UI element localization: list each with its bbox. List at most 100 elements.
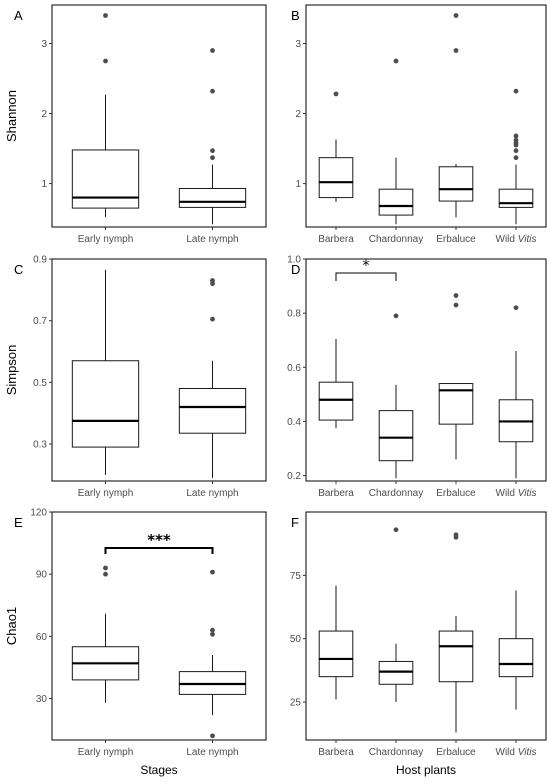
outlier-point — [453, 302, 459, 308]
outlier-point — [393, 58, 399, 64]
panel-D: D 0.2 0.4 0.6 0.8 1.0 Barbera Chardonnay Erbaluc… — [287, 255, 547, 499]
y-tick-label: 1 — [295, 179, 301, 190]
y-tick-label: 120 — [30, 508, 47, 519]
x-tick-label: Wild Vitis — [496, 488, 537, 499]
x-tick-label: Wild Vitis — [496, 747, 537, 758]
x-tick-label: Erbaluce — [436, 234, 476, 245]
y-tick-label: 3 — [295, 39, 301, 50]
iqr-box — [318, 630, 354, 678]
box-chardonnay — [378, 527, 414, 702]
x-tick-label: Wild Vitis — [496, 234, 537, 245]
iqr-box — [318, 157, 354, 199]
box-erbaluce — [438, 13, 474, 218]
y-tick-label: 90 — [36, 570, 48, 581]
panel-E: E Chao1 30 60 90 120 Early nymph Late nymph Stag… — [4, 508, 267, 777]
y-tick-label: 0.5 — [33, 378, 47, 389]
panel-border — [305, 4, 547, 228]
y-tick-label: 0.6 — [287, 363, 301, 374]
outlier-point — [210, 733, 215, 739]
iqr-box — [378, 410, 414, 462]
outlier-point — [453, 48, 459, 53]
significance-label: * — [363, 258, 370, 274]
x-tick-label: Late nymph — [186, 747, 238, 758]
outlier-point — [210, 88, 215, 94]
iqr-box — [71, 149, 140, 209]
x-tick-label: Barbera — [318, 234, 354, 245]
box-wild-vitis — [498, 88, 534, 225]
y-tick-label: 30 — [36, 694, 48, 705]
x-tick-label: Late nymph — [186, 488, 238, 499]
outlier-point — [210, 48, 215, 53]
y-axis-title: Simpson — [4, 345, 19, 396]
x-tick-label: Chardonnay — [369, 234, 423, 245]
significance-bracket — [335, 272, 397, 281]
outlier-point — [103, 571, 108, 577]
x-tick-label: Barbera — [318, 747, 354, 758]
panel-A: A Shannon 1 2 3 Early nymph Late nymph — [4, 4, 267, 245]
outlier-point — [210, 278, 215, 283]
box-chardonnay — [378, 58, 414, 225]
iqr-box — [438, 630, 474, 683]
y-tick-label: 75 — [290, 571, 302, 582]
panel-letter: A — [14, 8, 23, 23]
outlier-point — [103, 58, 108, 64]
iqr-box — [178, 187, 247, 208]
iqr-box — [318, 381, 354, 421]
iqr-box — [438, 166, 474, 202]
panel-letter: C — [14, 262, 23, 277]
x-tick-label: Erbaluce — [436, 488, 476, 499]
y-tick-label: 0.4 — [287, 417, 301, 428]
outlier-point — [210, 316, 215, 322]
iqr-box — [71, 360, 140, 448]
iqr-box — [498, 638, 534, 678]
outlier-point — [513, 88, 519, 94]
x-tick-label: Late nymph — [186, 234, 238, 245]
outlier-point — [210, 631, 215, 637]
panel-letter: B — [291, 8, 300, 23]
y-tick-label: 60 — [36, 632, 48, 643]
outlier-point — [210, 148, 215, 154]
box-early-nymph — [71, 565, 140, 703]
box-early-nymph — [71, 13, 140, 218]
y-axis-title: Shannon — [4, 90, 19, 142]
box-early-nymph — [71, 269, 140, 475]
outlier-point — [210, 627, 215, 633]
y-tick-label: 1 — [41, 179, 47, 190]
outlier-point — [103, 565, 108, 571]
iqr-box — [378, 188, 414, 216]
x-tick-label: Chardonnay — [369, 488, 423, 499]
x-axis-title: Stages — [140, 763, 177, 777]
panel-border — [305, 258, 547, 482]
box-chardonnay — [378, 313, 414, 479]
x-axis-title: Host plants — [396, 763, 456, 777]
box-wild-vitis — [498, 590, 534, 710]
x-tick-label: Chardonnay — [369, 747, 423, 758]
outlier-point — [453, 13, 459, 18]
outlier-point — [210, 155, 215, 161]
outlier-point — [103, 13, 108, 18]
panel-border — [305, 511, 547, 741]
y-tick-label: 50 — [290, 634, 302, 645]
y-tick-label: 0.2 — [287, 471, 301, 482]
significance-bracket — [104, 547, 214, 554]
y-tick-label: 25 — [290, 698, 302, 709]
x-tick-label: Early nymph — [78, 234, 134, 245]
outlier-point — [513, 133, 519, 139]
outlier-point — [513, 148, 519, 154]
outlier-point — [393, 527, 399, 533]
iqr-box — [498, 188, 534, 208]
iqr-box — [378, 660, 414, 685]
outlier-point — [393, 313, 399, 319]
box-erbaluce — [438, 532, 474, 733]
panel-border — [51, 4, 267, 228]
outlier-point — [513, 305, 519, 311]
significance-label: *** — [147, 531, 171, 549]
outlier-point — [333, 91, 339, 97]
y-tick-label: 0.7 — [33, 316, 47, 327]
y-tick-label: 3 — [41, 39, 47, 50]
outlier-point — [513, 155, 519, 161]
y-tick-label: 2 — [295, 109, 301, 120]
panel-C: C Simpson 0.3 0.5 0.7 0.9 Early nymph Late nymp… — [4, 255, 267, 499]
x-tick-label: Barbera — [318, 488, 354, 499]
